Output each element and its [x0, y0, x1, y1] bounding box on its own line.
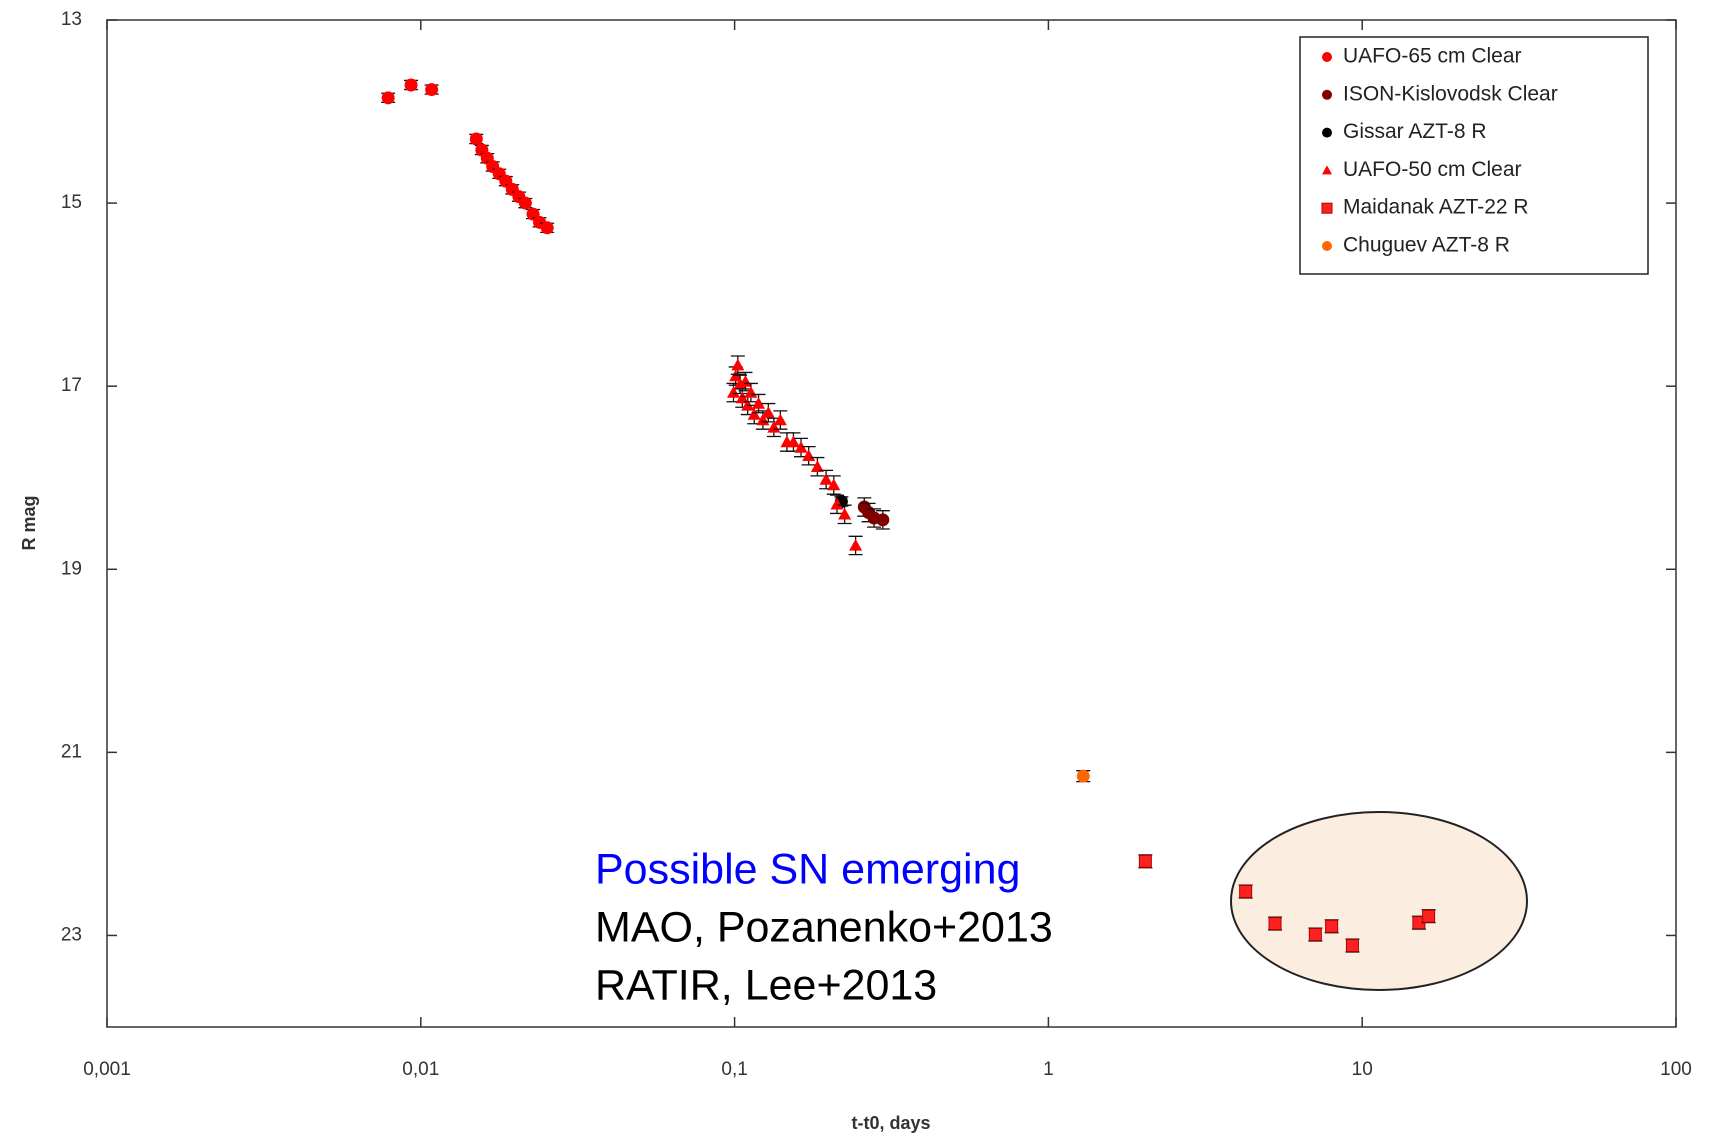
y-tick-label: 19	[61, 558, 82, 579]
point	[827, 478, 841, 491]
y-tick-label: 13	[61, 9, 82, 30]
legend-text: Maidanak AZT-22 R	[1343, 196, 1529, 219]
x-tick-label: 10	[1352, 1059, 1373, 1080]
point	[786, 435, 800, 448]
point	[747, 408, 761, 420]
point	[1308, 928, 1322, 942]
point	[727, 386, 741, 398]
point	[849, 538, 863, 551]
legend-text: Chuguev AZT-8 R	[1343, 234, 1510, 257]
point	[425, 83, 439, 97]
annotation: Possible SN emerging	[595, 845, 1020, 893]
x-axis-label: t-t0, days	[851, 1113, 930, 1133]
y-axis-label: R mag	[19, 495, 39, 550]
point	[794, 441, 808, 453]
point	[752, 397, 766, 409]
x-tick-label: 0,01	[402, 1059, 439, 1080]
point	[1138, 854, 1152, 868]
point	[838, 507, 852, 520]
point	[1076, 769, 1090, 783]
point	[469, 132, 483, 146]
highlight-ellipse	[1230, 811, 1528, 991]
legend-text: ISON-Kislovodsk Clear	[1343, 82, 1558, 105]
legend-text: UAFO-50 cm Clear	[1343, 158, 1522, 181]
annotation: MAO, Pozanenko+2013	[595, 903, 1053, 951]
point	[1422, 909, 1436, 923]
point	[731, 358, 745, 371]
point	[1345, 939, 1359, 953]
points	[381, 78, 1436, 953]
point	[761, 406, 775, 418]
legend-marker	[1321, 202, 1333, 214]
point	[810, 460, 824, 472]
y-tick-label: 17	[61, 375, 82, 396]
legend-text: Gissar AZT-8 R	[1343, 120, 1487, 143]
y-tick-label: 21	[61, 741, 82, 762]
y-tick-label: 15	[61, 192, 82, 213]
legend-marker	[1322, 127, 1332, 138]
legend-text: UAFO-65 cm Clear	[1343, 45, 1522, 68]
point	[741, 398, 755, 411]
legend-marker	[1322, 52, 1332, 62]
point	[1268, 917, 1282, 931]
annotation: RATIR, Lee+2013	[595, 961, 937, 1009]
point	[735, 391, 749, 404]
x-tick-label: 0,001	[83, 1059, 131, 1080]
point	[876, 513, 890, 527]
legend-box	[1299, 36, 1649, 275]
point	[1239, 885, 1253, 899]
point	[540, 221, 554, 235]
legend-marker	[1322, 165, 1332, 175]
point	[773, 413, 787, 426]
x-tick-label: 100	[1660, 1059, 1692, 1080]
legend-marker	[1322, 241, 1332, 251]
legend-marker	[1322, 89, 1332, 100]
x-tick-label: 1	[1043, 1059, 1054, 1080]
point	[819, 473, 833, 485]
x-tick-label: 0,1	[721, 1059, 747, 1080]
point	[1325, 919, 1339, 933]
point	[518, 196, 532, 210]
y-tick-label: 23	[61, 924, 82, 945]
point	[404, 78, 418, 92]
point	[830, 497, 844, 510]
point	[381, 91, 395, 105]
